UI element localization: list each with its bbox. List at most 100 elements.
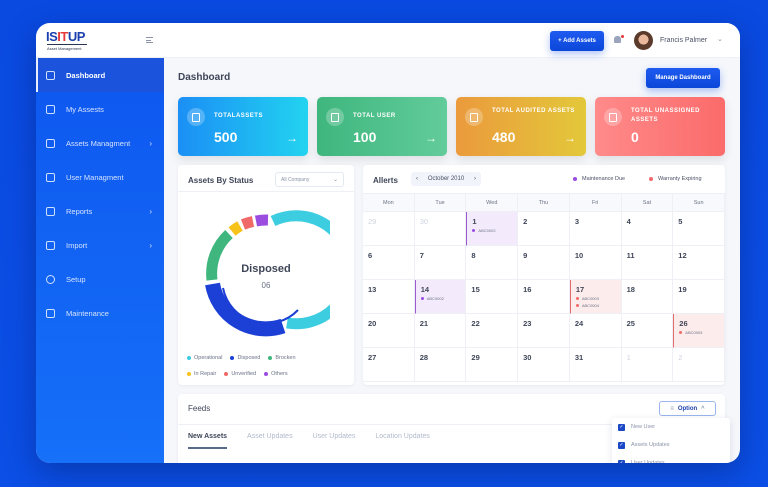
- legend-item-disposed[interactable]: Disposed: [230, 355, 260, 361]
- legend-item-unverified[interactable]: Unverified: [224, 371, 256, 377]
- arrow-right-icon[interactable]: →: [286, 131, 298, 145]
- stat-label: TOTAL AUDITED ASSETS: [492, 108, 575, 114]
- option-button[interactable]: ≡ Option ^: [659, 401, 716, 416]
- calendar-day[interactable]: 10: [569, 246, 622, 280]
- tab-asset-updates[interactable]: Asset Updates: [247, 433, 293, 440]
- calendar-day[interactable]: 29: [363, 212, 415, 246]
- calendar-day[interactable]: 30: [518, 348, 570, 382]
- calendar-day[interactable]: 1 ABC0002: [466, 212, 519, 246]
- donut-segment-unverified[interactable]: [240, 216, 255, 230]
- prev-month-button[interactable]: ‹: [416, 176, 418, 182]
- event-dot-icon: [472, 229, 476, 232]
- calendar-event[interactable]: ABC0003: [575, 296, 621, 301]
- calendar-day[interactable]: 16: [518, 280, 570, 314]
- calendar-event[interactable]: ABC0004: [575, 303, 621, 308]
- calendar-day[interactable]: 22: [466, 314, 519, 348]
- day-number: 11: [626, 251, 635, 260]
- legend-tag-maintenance-due[interactable]: Maintenance Due: [567, 172, 631, 186]
- calendar-day[interactable]: 9: [518, 246, 570, 280]
- day-number: 3: [574, 217, 580, 226]
- calendar-day[interactable]: 26 ABC0003: [673, 314, 725, 348]
- calendar-event[interactable]: ABC0002: [472, 228, 517, 233]
- donut-segment-operational[interactable]: [270, 210, 330, 330]
- checkbox-checked-icon[interactable]: ✓: [618, 459, 625, 463]
- checkbox-checked-icon[interactable]: ✓: [618, 423, 625, 431]
- sidebar-item-user-managment[interactable]: User Managment: [36, 160, 164, 194]
- logo[interactable]: ISITUP: [46, 29, 85, 44]
- legend-item-operational[interactable]: Operational: [187, 355, 222, 361]
- calendar-day[interactable]: 24: [569, 314, 622, 348]
- tools-icon: [46, 308, 55, 318]
- calendar-day[interactable]: 21: [414, 314, 467, 348]
- add-assets-button[interactable]: + Add Assets: [550, 31, 604, 51]
- donut-segment-broken[interactable]: [206, 229, 233, 281]
- calendar-day[interactable]: 25: [621, 314, 674, 348]
- donut-segment-others[interactable]: [254, 214, 269, 227]
- user-menu-chevron-icon[interactable]: ⌄: [717, 36, 723, 43]
- option-new-user[interactable]: ✓ New User: [612, 418, 730, 436]
- calendar-day[interactable]: 18: [621, 280, 674, 314]
- calendar-day[interactable]: 27: [363, 348, 415, 382]
- calendar-day[interactable]: 6: [363, 246, 415, 280]
- calendar-event[interactable]: ABC0003: [679, 330, 724, 335]
- notification-bell-icon[interactable]: [614, 35, 624, 44]
- calendar-day[interactable]: 11: [621, 246, 674, 280]
- calendar-day[interactable]: 3: [569, 212, 622, 246]
- tab-user-updates[interactable]: User Updates: [312, 433, 356, 440]
- legend-tag-warranty-expiring[interactable]: Warranty Expiring: [643, 172, 708, 186]
- sidebar-item-setup[interactable]: Setup: [36, 262, 164, 296]
- calendar-day[interactable]: 23: [518, 314, 570, 348]
- calendar-day[interactable]: 13: [363, 280, 415, 314]
- username[interactable]: Francis Palmer: [660, 37, 708, 44]
- calendar-day[interactable]: 19: [673, 280, 725, 314]
- calendar-day[interactable]: 14 ABC0002: [414, 280, 467, 314]
- calendar-day[interactable]: 17 ABC0003 ABC0004: [569, 280, 622, 314]
- calendar-day[interactable]: 15: [466, 280, 519, 314]
- stat-card-total-audited-assets[interactable]: TOTAL AUDITED ASSETS 480 →: [456, 97, 586, 156]
- stat-card-total-user[interactable]: TOTAL USER 100 →: [317, 97, 447, 156]
- calendar-day[interactable]: 7: [414, 246, 467, 280]
- sidebar-item-maintenance[interactable]: Maintenance: [36, 296, 164, 330]
- avatar[interactable]: [634, 31, 653, 50]
- chart-legend-row-2: In Repair Unverified Others: [187, 371, 288, 377]
- donut-segment-in-repair[interactable]: [228, 221, 243, 236]
- calendar-day[interactable]: 1: [621, 348, 674, 382]
- arrow-right-icon[interactable]: →: [425, 131, 437, 145]
- weekday-fri: Fri: [570, 194, 622, 213]
- menu-toggle-icon[interactable]: [146, 37, 153, 43]
- next-month-button[interactable]: ›: [473, 176, 476, 182]
- calendar-day[interactable]: 28: [414, 348, 467, 382]
- calendar-day[interactable]: 31: [569, 348, 622, 382]
- calendar-day[interactable]: 2: [518, 212, 570, 246]
- legend-item-brocken[interactable]: Brocken: [268, 355, 296, 361]
- company-filter-select[interactable]: All Company ⌄: [275, 172, 344, 187]
- sidebar-item-dashboard[interactable]: Dashboard: [36, 58, 164, 92]
- stat-card-totalassets[interactable]: TOTALASSETS 500 →: [178, 97, 308, 156]
- calendar-day[interactable]: 5: [673, 212, 725, 246]
- sidebar-item-my-assests[interactable]: My Assests: [36, 92, 164, 126]
- checkbox-checked-icon[interactable]: ✓: [618, 441, 625, 449]
- manage-dashboard-button[interactable]: Manage Dashboard: [646, 68, 720, 88]
- tab-new-assets[interactable]: New Assets: [188, 433, 228, 449]
- arrow-right-icon[interactable]: →: [564, 131, 576, 145]
- tab-location-updates[interactable]: Location Updates: [375, 433, 430, 440]
- calendar-day[interactable]: 20: [363, 314, 415, 348]
- calendar-day[interactable]: 4: [621, 212, 674, 246]
- sidebar-item-reports[interactable]: Reports ›: [36, 194, 164, 228]
- calendar-event[interactable]: ABC0002: [420, 296, 466, 301]
- sidebar-item-import[interactable]: Import ›: [36, 228, 164, 262]
- sidebar-item-label: Maintenance: [66, 308, 109, 318]
- option-user-updates[interactable]: ✓ User Updates: [612, 454, 730, 463]
- legend-item-others[interactable]: Others: [264, 371, 288, 377]
- calendar-day[interactable]: 30: [414, 212, 467, 246]
- status-donut-chart[interactable]: [202, 210, 330, 338]
- option-assets-updates[interactable]: ✓ Assets Updates: [612, 436, 730, 454]
- legend-item-in-repair[interactable]: In Repair: [187, 371, 216, 377]
- stat-card-total-unassigned-assets[interactable]: TOTAL UNASSIGNED ASSETS 0: [595, 97, 725, 156]
- calendar-day[interactable]: 8: [466, 246, 519, 280]
- donut-segment-disposed[interactable]: [205, 282, 286, 337]
- sidebar-item-assets-managment[interactable]: Assets Managment ›: [36, 126, 164, 160]
- calendar-day[interactable]: 29: [466, 348, 519, 382]
- calendar-day[interactable]: 12: [673, 246, 725, 280]
- calendar-day[interactable]: 2: [673, 348, 725, 382]
